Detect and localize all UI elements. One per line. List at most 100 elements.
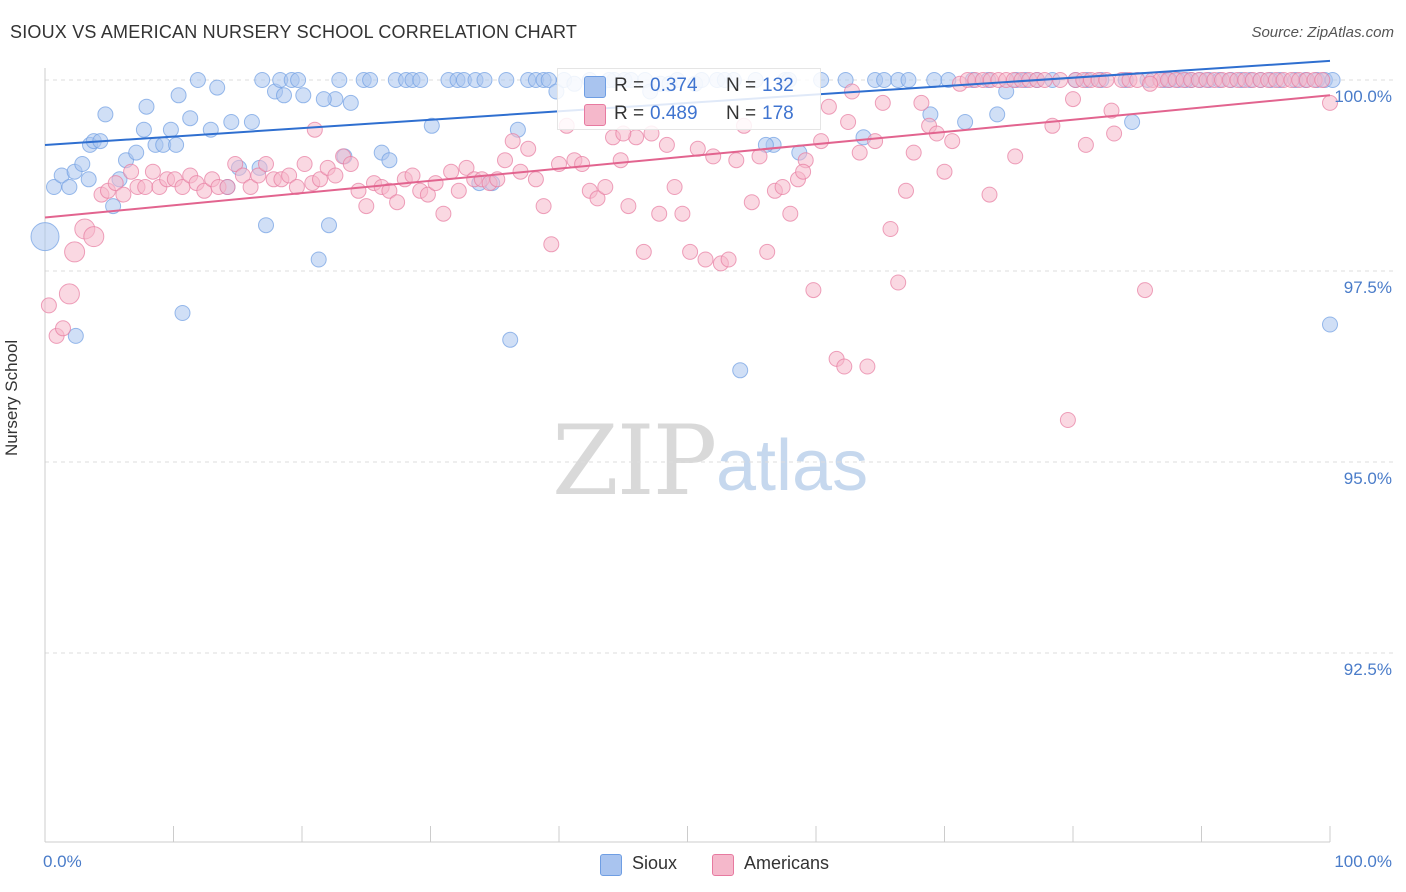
- sioux-point: [168, 136, 185, 153]
- sioux-point: [189, 72, 206, 88]
- sioux-point: [476, 72, 493, 88]
- stats-legend: R = 0.374 N = 132 R = 0.489 N = 178: [557, 68, 821, 130]
- x-tick-label: 0.0%: [43, 852, 82, 871]
- americans-point: [1059, 412, 1076, 428]
- sioux-point: [412, 72, 429, 88]
- americans-point: [58, 283, 80, 305]
- r-label: R =: [614, 75, 645, 96]
- sioux-point: [258, 217, 274, 234]
- sioux-point: [1124, 114, 1141, 130]
- y-tick-label: 97.5%: [1343, 278, 1392, 297]
- americans-point: [427, 175, 444, 192]
- americans-swatch: [712, 854, 734, 876]
- americans-point: [381, 182, 398, 199]
- americans-point: [64, 241, 86, 263]
- americans-point: [820, 98, 837, 115]
- americans-point: [535, 198, 552, 215]
- americans-point: [936, 163, 953, 180]
- sioux-point: [732, 362, 749, 379]
- americans-point: [836, 358, 853, 375]
- americans-point: [944, 133, 961, 150]
- sioux-point: [135, 121, 152, 138]
- sioux-point: [290, 72, 307, 88]
- sioux-point: [243, 114, 260, 130]
- americans-point: [342, 156, 359, 172]
- y-tick-label: 95.0%: [1343, 469, 1392, 488]
- sioux-point: [295, 87, 312, 104]
- americans-swatch: [584, 104, 606, 126]
- americans-point: [597, 179, 614, 195]
- americans-point: [674, 205, 691, 222]
- americans-point: [520, 140, 537, 157]
- americans-point: [1007, 148, 1024, 165]
- americans-point: [1077, 136, 1094, 153]
- sioux-point: [174, 305, 191, 321]
- americans-point: [1314, 72, 1331, 88]
- americans-point: [144, 163, 161, 180]
- n-value: 132: [762, 75, 794, 96]
- sioux-swatch: [584, 76, 606, 98]
- sioux-point: [989, 106, 1006, 123]
- sioux-point: [1322, 316, 1338, 333]
- americans-point: [312, 171, 328, 188]
- sioux-point: [957, 114, 974, 130]
- sioux-point: [315, 91, 332, 108]
- sioux-point: [128, 144, 145, 161]
- sioux-point: [30, 222, 60, 252]
- sioux-swatch: [600, 854, 622, 876]
- americans-point: [651, 205, 668, 222]
- americans-point: [743, 194, 760, 211]
- series-legend: Sioux Americans: [0, 853, 1406, 877]
- americans-point: [898, 182, 914, 199]
- americans-point: [728, 152, 745, 169]
- americans-point: [867, 133, 884, 150]
- americans-point: [1065, 91, 1081, 108]
- americans-point: [250, 167, 267, 184]
- americans-point: [281, 167, 298, 184]
- legend-label: Americans: [744, 853, 830, 873]
- americans-point: [327, 167, 344, 184]
- americans-point: [890, 274, 907, 291]
- americans-point: [859, 358, 876, 375]
- americans-point: [458, 159, 475, 176]
- americans-point: [137, 179, 154, 195]
- sioux-point: [138, 98, 155, 115]
- sioux-point: [321, 217, 337, 234]
- americans-point: [1103, 102, 1120, 119]
- n-value: 178: [762, 103, 794, 124]
- sioux-point: [223, 114, 240, 130]
- sioux-point: [381, 152, 398, 169]
- americans-point: [635, 243, 652, 260]
- americans-point: [612, 152, 629, 169]
- americans-point: [504, 133, 521, 150]
- sioux-point: [170, 87, 187, 104]
- americans-point: [527, 171, 544, 188]
- chart-title: SIOUX VS AMERICAN NURSERY SCHOOL CORRELA…: [10, 22, 578, 42]
- y-tick-label: 100.0%: [1334, 87, 1392, 106]
- americans-point: [107, 175, 124, 192]
- americans-point: [805, 282, 822, 299]
- americans-point: [258, 156, 274, 172]
- americans-point: [774, 179, 791, 195]
- americans-point: [981, 186, 998, 203]
- americans-point: [874, 94, 891, 111]
- americans-point: [574, 156, 591, 172]
- sioux-point: [254, 72, 271, 88]
- sioux-point: [423, 117, 440, 134]
- americans-point: [443, 163, 460, 180]
- americans-point: [840, 114, 857, 130]
- americans-point: [705, 148, 722, 165]
- americans-point: [751, 148, 768, 165]
- sioux-point: [926, 72, 943, 88]
- y-axis-label: Nursery School: [2, 339, 21, 456]
- americans-point: [759, 243, 776, 260]
- sioux-point: [900, 72, 917, 88]
- y-tick-label: 92.5%: [1343, 660, 1392, 679]
- americans-point: [450, 182, 467, 199]
- americans-point: [543, 236, 560, 253]
- americans-point: [720, 251, 737, 268]
- americans-point: [1106, 125, 1123, 142]
- americans-point: [358, 198, 375, 215]
- watermark-zip: ZIP: [552, 405, 717, 517]
